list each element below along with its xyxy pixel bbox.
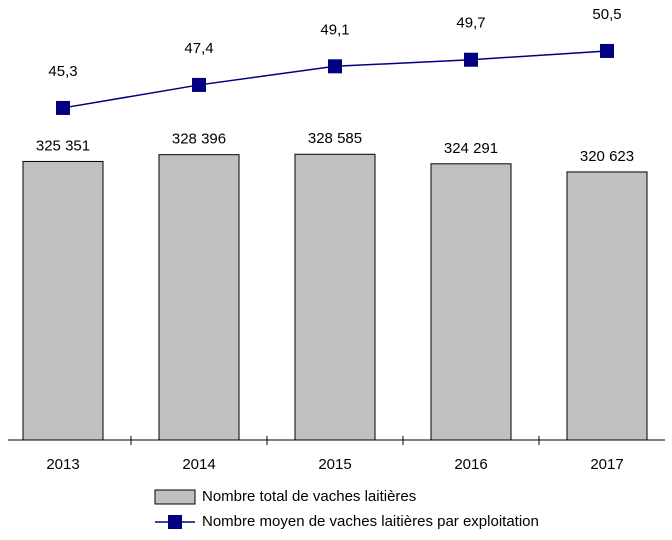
bar-value-label: 328 396 [172, 131, 226, 148]
x-tick-label: 2013 [46, 456, 79, 473]
line-value-label: 50,5 [592, 6, 621, 23]
bar-value-label: 324 291 [444, 140, 498, 157]
legend-label: Nombre total de vaches laitières [202, 488, 416, 505]
bar [566, 171, 648, 441]
x-tick-label: 2016 [454, 456, 487, 473]
legend-swatch [154, 489, 196, 505]
x-tick-label: 2017 [590, 456, 623, 473]
line-marker [464, 52, 478, 67]
line-marker [328, 59, 342, 74]
line-marker [56, 100, 70, 115]
bar [158, 154, 240, 441]
x-tick-label: 2014 [182, 456, 215, 473]
line-value-label: 45,3 [48, 63, 77, 80]
legend-label: Nombre moyen de vaches laitières par exp… [202, 513, 539, 530]
bar-value-label: 328 585 [308, 130, 362, 147]
line-marker [192, 77, 206, 92]
bar [22, 160, 104, 441]
line-value-label: 47,4 [184, 40, 213, 57]
bar-value-label: 320 623 [580, 148, 634, 165]
bar [430, 163, 512, 441]
line-value-label: 49,1 [320, 21, 349, 38]
bar [294, 153, 376, 441]
x-tick-label: 2015 [318, 456, 351, 473]
line-value-label: 49,7 [456, 15, 485, 32]
legend-marker [168, 515, 182, 529]
bar-value-label: 325 351 [36, 137, 90, 154]
line-marker [600, 43, 614, 58]
